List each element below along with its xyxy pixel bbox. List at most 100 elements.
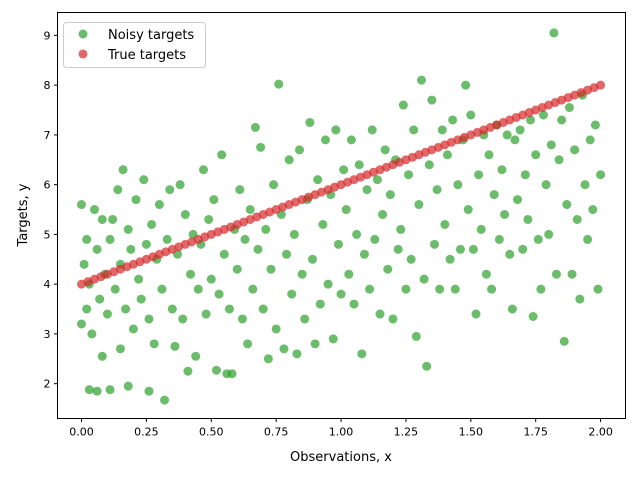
noisy-target-point xyxy=(180,210,190,220)
noisy-target-point xyxy=(551,269,561,279)
noisy-target-point xyxy=(466,110,476,120)
noisy-target-point xyxy=(102,309,112,319)
noisy-target-point xyxy=(261,224,271,234)
noisy-target-point xyxy=(95,294,105,304)
noisy-target-point xyxy=(307,254,317,264)
noisy-target-point xyxy=(388,314,398,324)
noisy-target-point xyxy=(546,140,556,150)
noisy-target-point xyxy=(323,279,333,289)
noisy-target-point xyxy=(352,229,362,239)
legend-marker-noisy xyxy=(78,29,88,39)
noisy-target-point xyxy=(427,95,437,105)
y-tick-label: 7 xyxy=(44,129,51,142)
x-tick-label: 0.75 xyxy=(264,426,289,439)
noisy-target-point xyxy=(279,344,289,354)
legend-label-true: True targets xyxy=(107,48,186,63)
noisy-target-point xyxy=(118,165,128,175)
noisy-target-point xyxy=(263,354,273,364)
noisy-target-point xyxy=(253,244,263,254)
noisy-target-point xyxy=(580,180,590,190)
noisy-target-point xyxy=(536,284,546,294)
noisy-target-point xyxy=(224,304,234,314)
noisy-target-point xyxy=(284,155,294,165)
noisy-target-point xyxy=(134,274,144,284)
noisy-target-point xyxy=(250,122,260,132)
noisy-target-point xyxy=(583,234,593,244)
noisy-target-point xyxy=(149,339,159,349)
noisy-target-point xyxy=(240,234,250,244)
noisy-target-point xyxy=(502,130,512,140)
noisy-target-point xyxy=(404,170,414,180)
legend-label-noisy: Noisy targets xyxy=(108,28,194,43)
noisy-target-point xyxy=(549,28,559,38)
noisy-target-point xyxy=(144,314,154,324)
y-tick-label: 3 xyxy=(44,328,51,341)
noisy-target-point xyxy=(162,234,172,244)
plot-frame xyxy=(57,12,626,419)
noisy-target-point xyxy=(289,229,299,239)
noisy-target-point xyxy=(201,309,211,319)
noisy-target-point xyxy=(84,385,94,395)
noisy-target-point xyxy=(123,381,133,391)
noisy-target-point xyxy=(295,145,305,155)
noisy-target-point xyxy=(333,239,343,249)
noisy-target-point xyxy=(572,214,582,224)
noisy-target-point xyxy=(533,234,543,244)
y-tick-label: 2 xyxy=(44,378,51,391)
x-tick-label: 0.00 xyxy=(69,426,94,439)
noisy-target-point xyxy=(497,165,507,175)
noisy-target-point xyxy=(235,185,245,195)
noisy-target-point xyxy=(510,135,520,145)
noisy-target-point xyxy=(175,180,185,190)
noisy-target-point xyxy=(123,224,133,234)
noisy-target-point xyxy=(167,304,177,314)
noisy-target-point xyxy=(411,331,421,341)
noisy-target-point xyxy=(494,234,504,244)
noisy-target-point xyxy=(341,205,351,215)
noisy-target-point xyxy=(214,289,224,299)
noisy-target-point xyxy=(422,361,432,371)
legend: Noisy targets True targets xyxy=(63,22,206,68)
noisy-target-point xyxy=(331,125,341,135)
noisy-target-point xyxy=(89,205,99,215)
noisy-target-point xyxy=(320,135,330,145)
noisy-target-point xyxy=(448,115,458,125)
noisy-target-point xyxy=(507,304,517,314)
x-tick-label: 1.00 xyxy=(329,426,354,439)
noisy-target-point xyxy=(237,314,247,324)
x-axis-ticks: 0.00 0.25 0.50 0.75 1.00 1.25 1.50 1.75 2.00 xyxy=(69,418,613,439)
noisy-target-point xyxy=(515,125,525,135)
noisy-target-point xyxy=(398,100,408,110)
noisy-target-point xyxy=(380,145,390,155)
noisy-target-point xyxy=(305,117,315,127)
noisy-target-point xyxy=(455,244,465,254)
noisy-target-point xyxy=(437,125,447,135)
noisy-target-point xyxy=(219,249,229,259)
noisy-target-point xyxy=(310,339,320,349)
noisy-target-point xyxy=(585,135,595,145)
noisy-target-point xyxy=(453,180,463,190)
noisy-target-point xyxy=(461,80,471,90)
noisy-target-point xyxy=(144,386,154,396)
y-tick-label: 9 xyxy=(44,29,51,42)
y-axis-ticks: 2 3 4 5 6 7 8 9 xyxy=(44,29,58,391)
noisy-target-point xyxy=(128,324,138,334)
noisy-target-point xyxy=(520,170,530,180)
noisy-target-point xyxy=(365,284,375,294)
noisy-target-point xyxy=(227,369,237,379)
noisy-target-point xyxy=(258,304,268,314)
noisy-target-point xyxy=(432,185,442,195)
noisy-target-point xyxy=(487,284,497,294)
noisy-target-point xyxy=(354,160,364,170)
noisy-target-point xyxy=(474,170,484,180)
noisy-target-point xyxy=(513,195,523,205)
noisy-target-point xyxy=(328,334,338,344)
noisy-target-point xyxy=(206,274,216,284)
noisy-target-point xyxy=(198,165,208,175)
noisy-target-point xyxy=(121,304,131,314)
noisy-target-point xyxy=(209,195,219,205)
noisy-target-point xyxy=(429,239,439,249)
noisy-target-point xyxy=(193,284,203,294)
noisy-target-point xyxy=(243,339,253,349)
noisy-target-point xyxy=(590,120,600,130)
